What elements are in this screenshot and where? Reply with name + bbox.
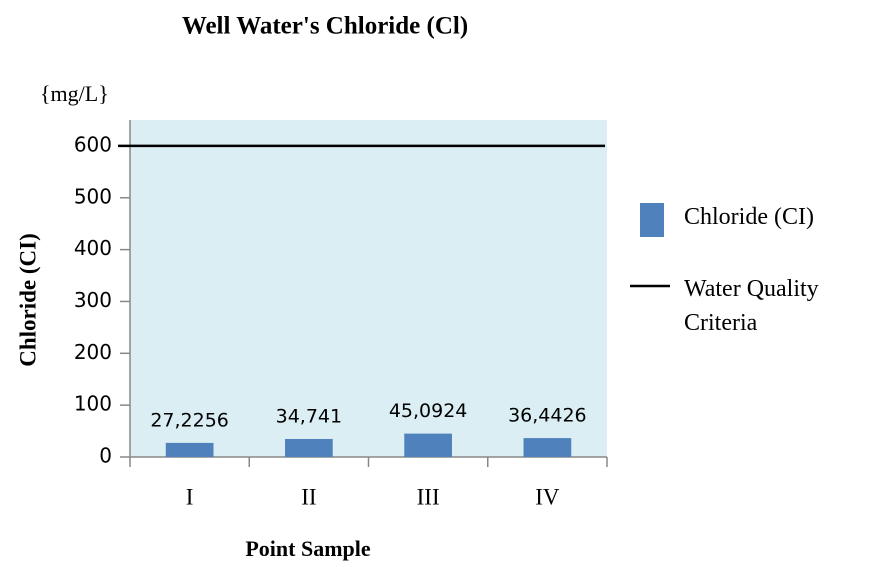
bar — [165, 442, 214, 457]
bar — [285, 438, 333, 457]
value-label: 36,4426 — [508, 405, 587, 427]
y-tick-label: 200 — [74, 340, 112, 364]
legend-label: Water Quality Criteria — [684, 276, 819, 336]
legend-entry: Chloride (CI) — [684, 204, 814, 230]
y-tick-label: 100 — [74, 392, 112, 416]
y-tick-label: 300 — [74, 288, 112, 312]
x-tick-label: I — [186, 484, 194, 509]
unit-label: {mg/L} — [40, 81, 109, 106]
plot-area — [130, 120, 607, 457]
legend-entry: Water Quality Criteria — [684, 276, 819, 336]
legend-label: Chloride (CI) — [684, 204, 814, 230]
x-tick-label: II — [301, 484, 316, 509]
x-axis-title: Point Sample — [245, 536, 371, 561]
x-tick-label: III — [417, 484, 440, 509]
bar — [523, 438, 572, 457]
y-tick-label: 600 — [74, 132, 112, 156]
chart-title: Well Water's Chloride (Cl) — [182, 13, 468, 40]
y-tick-label: 0 — [99, 444, 112, 468]
x-tick-label: IV — [535, 484, 560, 509]
value-label: 45,0924 — [389, 400, 468, 422]
y-tick-label: 400 — [74, 236, 112, 260]
y-axis-title: Chloride (CI) — [15, 233, 40, 367]
y-tick-label: 500 — [74, 184, 112, 208]
value-label: 34,741 — [276, 405, 342, 427]
legend-swatch — [640, 203, 664, 237]
value-label: 27,2256 — [150, 409, 229, 431]
bar — [404, 433, 452, 457]
